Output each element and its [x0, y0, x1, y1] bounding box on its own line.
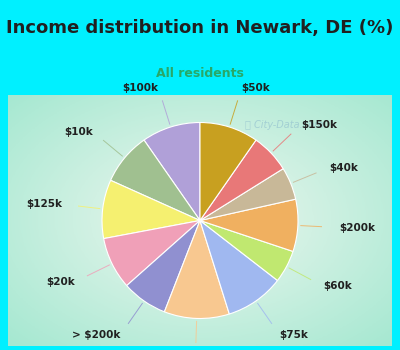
Text: $60k: $60k [323, 281, 352, 291]
Wedge shape [102, 180, 200, 239]
Wedge shape [200, 199, 298, 251]
Wedge shape [200, 220, 278, 314]
Wedge shape [111, 140, 200, 220]
Text: All residents: All residents [156, 67, 244, 80]
Wedge shape [200, 140, 283, 220]
Text: ⓘ City-Data.com: ⓘ City-Data.com [245, 120, 324, 130]
Text: > $200k: > $200k [72, 330, 120, 340]
Text: $20k: $20k [46, 277, 75, 287]
Text: $10k: $10k [64, 127, 93, 136]
Wedge shape [200, 220, 293, 280]
Text: $75k: $75k [280, 330, 308, 340]
Wedge shape [144, 122, 200, 220]
Text: $150k: $150k [301, 120, 337, 130]
Text: $125k: $125k [26, 199, 62, 209]
Wedge shape [127, 220, 200, 312]
Wedge shape [200, 122, 256, 220]
Wedge shape [164, 220, 229, 318]
Text: $100k: $100k [122, 83, 158, 93]
Text: $50k: $50k [242, 83, 270, 93]
Text: Income distribution in Newark, DE (%): Income distribution in Newark, DE (%) [6, 19, 394, 37]
Wedge shape [104, 220, 200, 286]
Wedge shape [200, 169, 296, 220]
Text: $200k: $200k [339, 223, 375, 232]
Text: $40k: $40k [329, 163, 358, 173]
